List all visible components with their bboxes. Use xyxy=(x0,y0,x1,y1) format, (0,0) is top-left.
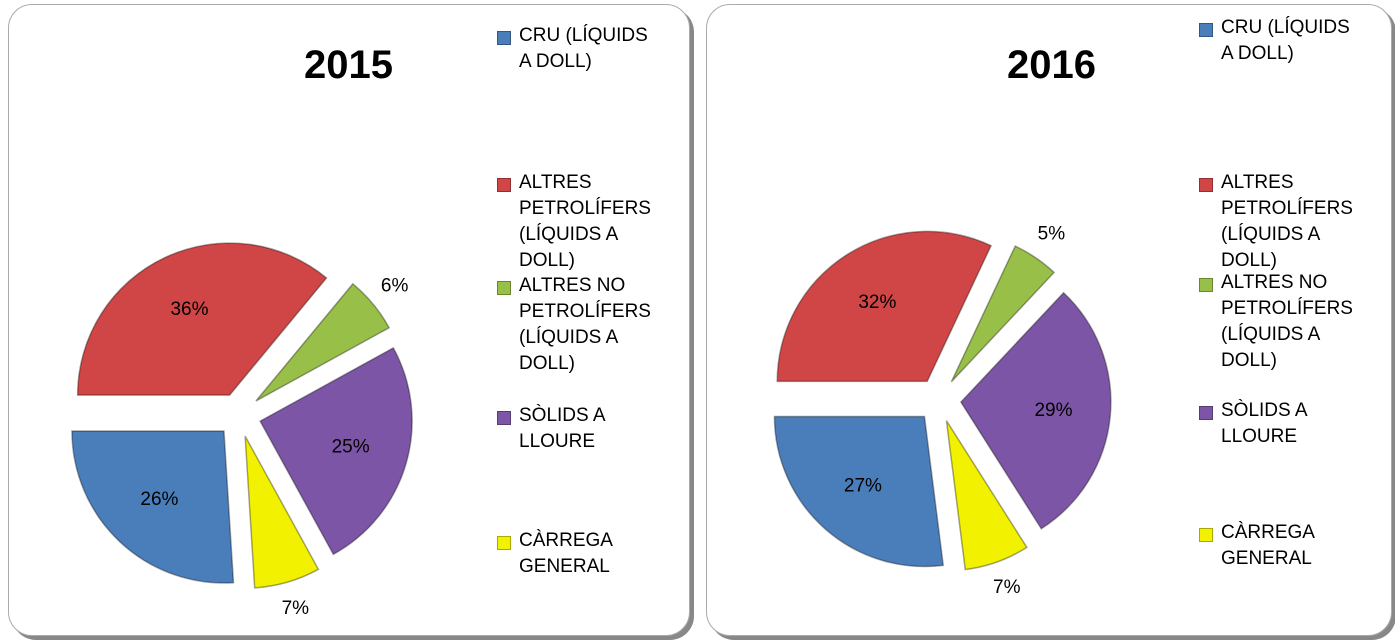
legend-item: ALTRES NO PETROLÍFERS (LÍQUIDS A DOLL) xyxy=(497,273,654,377)
pie-chart: 27% 32% 5% 29% 7% xyxy=(773,224,1112,598)
legend-label: ALTRES NO PETROLÍFERS (LÍQUIDS A DOLL) xyxy=(519,275,651,374)
legend-swatch xyxy=(1199,278,1213,292)
legend-item: CÀRREGA GENERAL xyxy=(497,528,654,580)
legend-item: ALTRES PETROLÍFERS (LÍQUIDS A DOLL) xyxy=(1199,170,1356,274)
legend-label: CRU (LÍQUIDS A DOLL) xyxy=(519,25,648,72)
legend-label: CÀRREGA GENERAL xyxy=(1221,522,1314,569)
pie-slice xyxy=(71,430,235,584)
pie-slice xyxy=(773,415,945,568)
data-label: 25% xyxy=(332,436,370,457)
pie-slice xyxy=(959,291,1112,530)
data-label: 27% xyxy=(844,475,882,496)
legend-swatch xyxy=(1199,23,1213,37)
pie-slice xyxy=(255,282,391,402)
legend-item: CÀRREGA GENERAL xyxy=(1199,520,1356,572)
pie-slice xyxy=(950,245,1056,383)
legend-item: SÒLIDS A LLOURE xyxy=(1199,398,1356,450)
data-label: 36% xyxy=(170,299,208,320)
data-label: 7% xyxy=(282,598,310,619)
legend-label: ALTRES PETROLÍFERS (LÍQUIDS A DOLL) xyxy=(519,172,651,271)
data-label: 29% xyxy=(1034,400,1072,421)
legend-item: SÒLIDS A LLOURE xyxy=(497,403,654,455)
pie-slice xyxy=(76,242,328,396)
pie-slice xyxy=(945,420,1028,571)
data-label: 7% xyxy=(993,577,1021,598)
legend-swatch xyxy=(497,536,511,550)
legend-label: ALTRES PETROLÍFERS (LÍQUIDS A DOLL) xyxy=(1221,172,1353,271)
chart-title: 2016 xyxy=(1007,43,1096,87)
legend-swatch xyxy=(1199,406,1213,420)
legend-label: CÀRREGA GENERAL xyxy=(519,530,612,577)
legend-item: ALTRES PETROLÍFERS (LÍQUIDS A DOLL) xyxy=(497,170,654,274)
legend-label: SÒLIDS A LLOURE xyxy=(519,405,605,452)
legend-item: CRU (LÍQUIDS A DOLL) xyxy=(1199,15,1356,67)
legend-swatch xyxy=(497,178,511,192)
data-label: 6% xyxy=(381,275,409,296)
legend-label: CRU (LÍQUIDS A DOLL) xyxy=(1221,17,1350,64)
legend-swatch xyxy=(1199,178,1213,192)
legend-label: ALTRES NO PETROLÍFERS (LÍQUIDS A DOLL) xyxy=(1221,272,1353,371)
pie-slice xyxy=(259,346,413,556)
legend-swatch xyxy=(497,411,511,425)
pie-slice xyxy=(244,435,320,589)
data-label: 26% xyxy=(140,489,178,510)
legend-label: SÒLIDS A LLOURE xyxy=(1221,400,1307,447)
chart-title: 2015 xyxy=(304,43,393,87)
chart-panel: 27% 32% 5% 29% 7% 2016 CRU (LÍQUIDS A DOLL) ALT… xyxy=(706,4,1392,636)
legend-swatch xyxy=(1199,528,1213,542)
legend-item: CRU (LÍQUIDS A DOLL) xyxy=(497,23,654,75)
legend-item: ALTRES NO PETROLÍFERS (LÍQUIDS A DOLL) xyxy=(1199,270,1356,374)
data-label: 5% xyxy=(1038,224,1066,245)
legend-swatch xyxy=(497,281,511,295)
data-label: 32% xyxy=(858,292,896,313)
legend-swatch xyxy=(497,31,511,45)
chart-panel: 26% 36% 6% 25% 7% 2015 CRU (LÍQUIDS A DOLL) ALT… xyxy=(8,4,690,636)
pie-slice xyxy=(776,230,993,383)
pie-chart: 26% 36% 6% 25% 7% xyxy=(71,242,413,619)
